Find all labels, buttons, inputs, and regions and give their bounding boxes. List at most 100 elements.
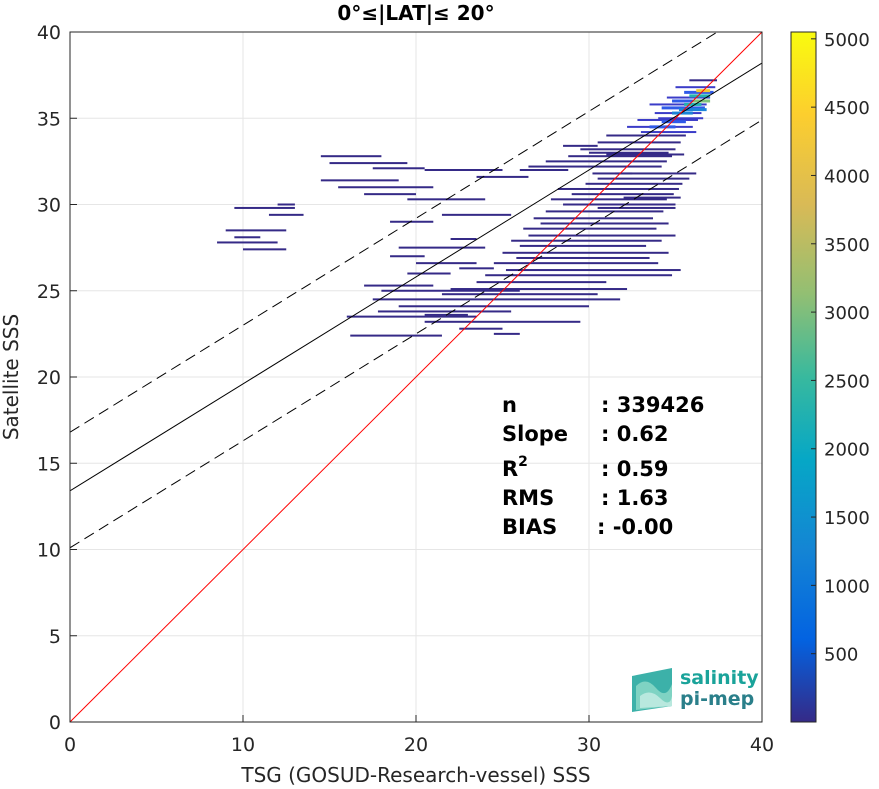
density-segment bbox=[485, 274, 673, 277]
y-tick-label: 20 bbox=[37, 367, 61, 389]
density-segment bbox=[364, 284, 434, 287]
density-segment bbox=[320, 179, 399, 182]
density-segment bbox=[350, 334, 442, 337]
density-segment bbox=[640, 131, 697, 134]
density-segment bbox=[649, 103, 707, 106]
colorbar-tick-label: 3500 bbox=[824, 235, 870, 256]
density-segment bbox=[689, 94, 711, 98]
colorbar-tick-label: 3000 bbox=[824, 303, 870, 324]
density-segment bbox=[372, 167, 425, 170]
density-segment bbox=[505, 269, 681, 272]
density-segment bbox=[580, 148, 676, 151]
colorbar-ticks: 500 1000 1500 2000 2500 3000 3500 4000 4500 5000 bbox=[811, 30, 870, 666]
density-segment bbox=[684, 90, 714, 94]
density-segment bbox=[502, 251, 669, 254]
density-segment bbox=[563, 144, 598, 147]
stat-value-rms: : 1.63 bbox=[601, 486, 669, 510]
density-segment bbox=[528, 234, 676, 237]
colorbar-tick-label: 4500 bbox=[824, 98, 870, 119]
density-segment bbox=[672, 111, 693, 115]
density-segment bbox=[441, 293, 598, 296]
density-segment bbox=[268, 213, 304, 216]
density-segment bbox=[568, 155, 673, 158]
y-tick-label: 35 bbox=[37, 108, 61, 130]
colorbar-tick-label: 1500 bbox=[824, 508, 870, 529]
density-segment bbox=[516, 256, 650, 259]
density-segment bbox=[416, 262, 477, 265]
density-segment bbox=[571, 193, 674, 196]
density-segment bbox=[364, 193, 416, 196]
density-segment bbox=[493, 332, 520, 335]
density-segment bbox=[398, 246, 486, 249]
density-segment bbox=[217, 241, 278, 244]
density-segment bbox=[407, 272, 451, 275]
density-segment bbox=[424, 169, 503, 171]
stat-label-bias: BIAS bbox=[502, 515, 557, 539]
density-segment bbox=[606, 134, 686, 137]
density-segment bbox=[277, 203, 295, 206]
density-segment bbox=[450, 238, 477, 240]
y-axis-ticks: 0 5 10 15 20 25 30 35 40 bbox=[37, 22, 77, 734]
density-segment bbox=[623, 196, 681, 199]
y-tick-label: 0 bbox=[49, 712, 61, 734]
stat-value-n: : 339426 bbox=[601, 393, 704, 417]
density-segment bbox=[441, 213, 512, 216]
x-axis-label: TSG (GOSUD-Research-vessel) SSS bbox=[240, 763, 590, 787]
density-segment bbox=[450, 288, 628, 291]
density-segment bbox=[398, 305, 589, 308]
density-segment bbox=[476, 281, 607, 284]
density-segment bbox=[381, 289, 520, 292]
density-segment bbox=[243, 248, 287, 251]
density-segment bbox=[606, 153, 685, 156]
fit-line bbox=[70, 62, 762, 492]
density-segment bbox=[346, 315, 477, 318]
x-tick-label: 40 bbox=[750, 734, 774, 756]
density-segment bbox=[658, 117, 704, 120]
density-segment bbox=[661, 120, 686, 124]
colorbar bbox=[791, 32, 816, 722]
density-segment bbox=[545, 160, 667, 163]
density-segment bbox=[493, 262, 659, 265]
density-segment bbox=[563, 203, 676, 206]
density-segment bbox=[320, 155, 382, 158]
density-segment bbox=[372, 298, 621, 301]
density-segment bbox=[476, 175, 529, 178]
density-segment bbox=[377, 310, 512, 313]
density-segment bbox=[225, 229, 287, 232]
y-tick-label: 40 bbox=[37, 22, 61, 44]
stat-label-rms: RMS bbox=[502, 486, 554, 510]
x-tick-label: 30 bbox=[577, 734, 601, 756]
logo-text-salinity: salinity bbox=[680, 667, 759, 689]
density-segment bbox=[511, 239, 662, 242]
stats-box: n : 339426 Slope : 0.62 R2 : 0.59 RMS : … bbox=[502, 393, 704, 539]
x-axis-ticks: 0 10 20 30 40 bbox=[64, 715, 774, 756]
density-segment bbox=[533, 217, 654, 220]
density-segment bbox=[637, 118, 698, 121]
density-segment bbox=[459, 327, 503, 330]
x-tick-label: 0 bbox=[64, 734, 76, 756]
density-segment bbox=[597, 206, 676, 209]
stat-value-bias: : -0.00 bbox=[597, 515, 673, 539]
density-segment bbox=[672, 99, 709, 103]
density-segment bbox=[390, 255, 425, 258]
density-segment bbox=[540, 222, 669, 225]
density-segment bbox=[329, 162, 408, 165]
density-segment bbox=[666, 96, 711, 99]
y-tick-label: 5 bbox=[49, 626, 61, 648]
stat-value-slope: : 0.62 bbox=[601, 422, 669, 446]
density-points bbox=[217, 79, 718, 337]
density-segment bbox=[550, 198, 667, 201]
density-segment bbox=[545, 210, 664, 213]
logo-text-pi-mep: pi-mep bbox=[680, 688, 754, 710]
density-segment bbox=[675, 86, 716, 89]
density-segment bbox=[234, 236, 261, 239]
density-segment bbox=[338, 186, 434, 189]
density-segment bbox=[678, 108, 707, 112]
density-segment bbox=[519, 169, 569, 171]
density-segment bbox=[585, 182, 683, 185]
density-segment bbox=[519, 244, 647, 247]
identity-line bbox=[70, 32, 762, 722]
stat-label-slope: Slope bbox=[502, 422, 568, 446]
stat-value-r2: : 0.59 bbox=[601, 457, 669, 481]
